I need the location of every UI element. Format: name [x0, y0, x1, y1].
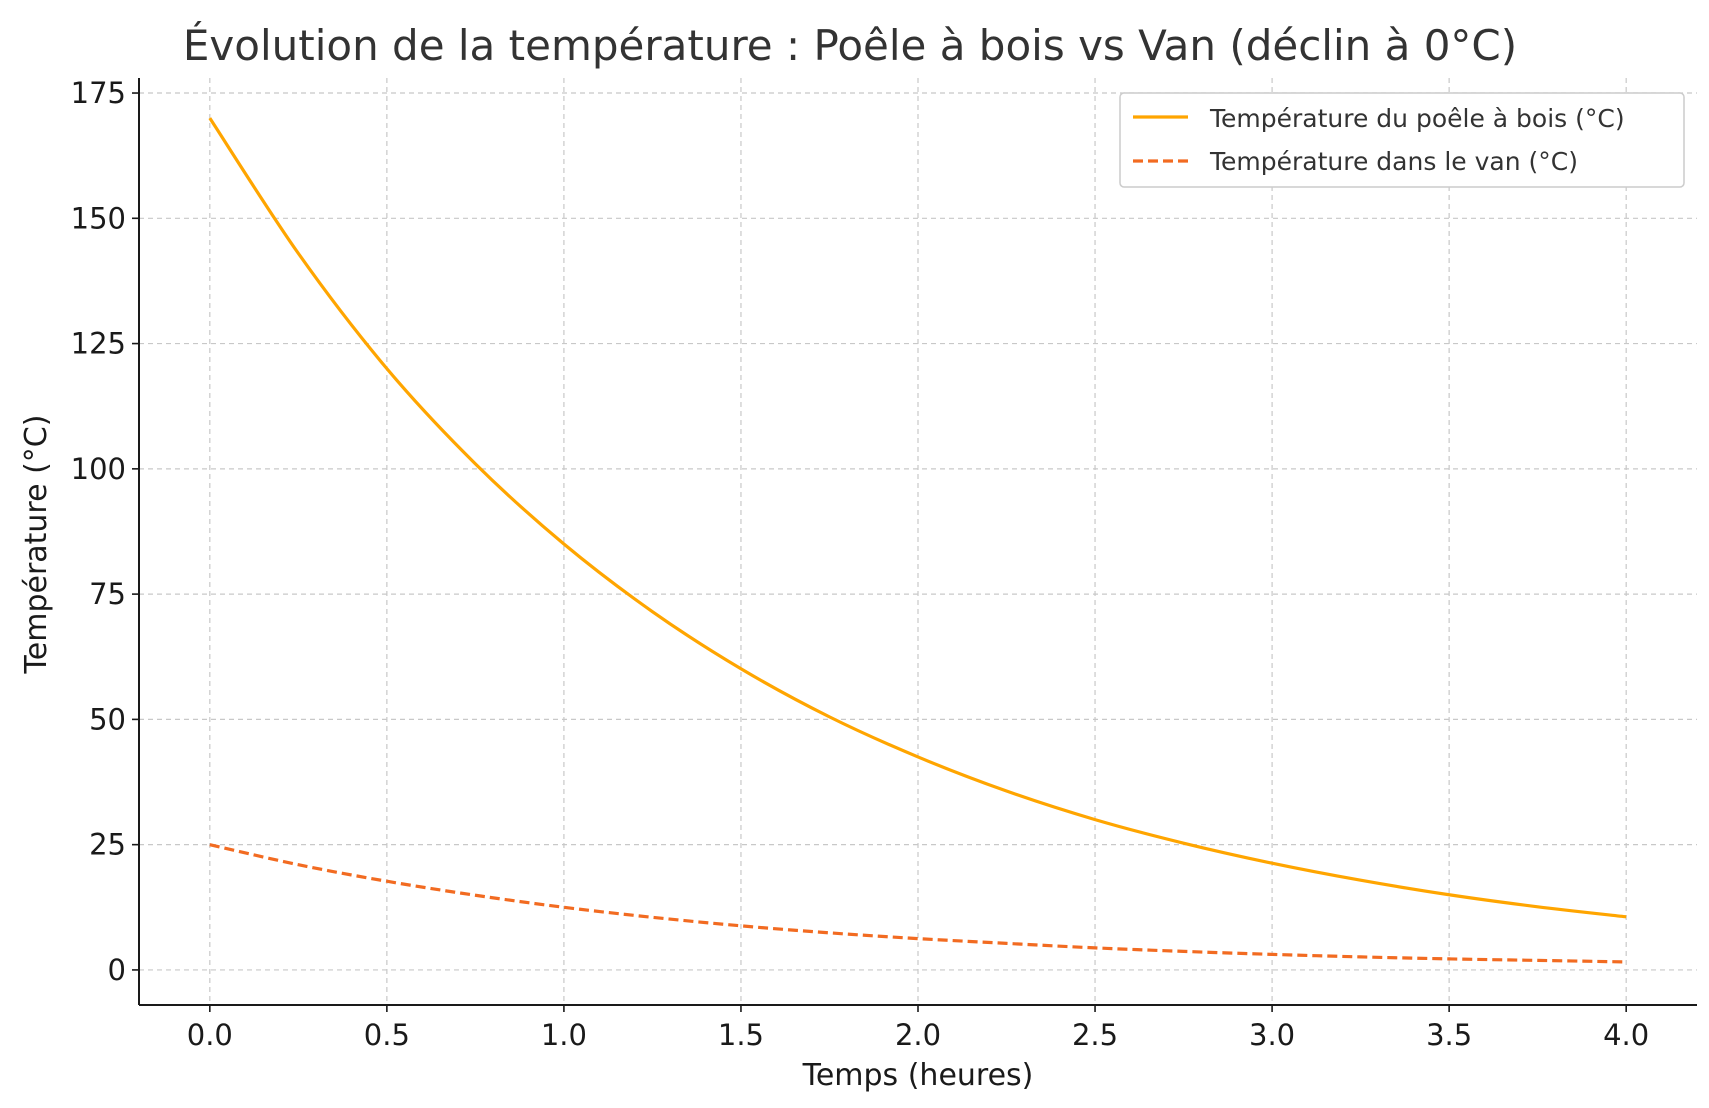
- legend-label-stove: Température du poêle à bois (°C): [1209, 104, 1625, 133]
- y-tick-label: 125: [71, 327, 126, 361]
- series-line-van: [209, 843, 1627, 964]
- series-line-stove: [208, 117, 1627, 919]
- x-axis-label: Temps (heures): [802, 1058, 1034, 1093]
- grid: [139, 78, 1697, 1005]
- legend: Température du poêle à bois (°C) Tempéra…: [1119, 92, 1685, 188]
- x-tick-label: 4.0: [1603, 1018, 1649, 1052]
- ticks: 0.0 0.5 1.0 1.5 2.0 2.5 3.0 3.5 4.0 0 25 50 75 100 125…: [71, 76, 1650, 1052]
- x-tick-label: 0.5: [364, 1018, 410, 1052]
- y-tick-label: 50: [89, 702, 126, 736]
- y-axis-label: Température (°C): [19, 415, 54, 675]
- y-tick-label: 0: [108, 953, 126, 987]
- legend-box: [1119, 92, 1685, 188]
- y-tick-label: 175: [71, 76, 126, 110]
- chart-title: Évolution de la température : Poêle à bo…: [183, 20, 1517, 70]
- x-tick-label: 0.0: [187, 1018, 233, 1052]
- y-tick-label: 150: [71, 201, 126, 235]
- x-tick-label: 3.5: [1426, 1018, 1472, 1052]
- series-lines: [208, 117, 1627, 964]
- x-tick-label: 2.0: [895, 1018, 941, 1052]
- y-tick-label: 25: [89, 828, 126, 862]
- x-tick-label: 3.0: [1249, 1018, 1295, 1052]
- legend-label-van: Température dans le van (°C): [1209, 147, 1578, 176]
- y-tick-label: 100: [71, 452, 126, 486]
- x-tick-label: 1.5: [718, 1018, 764, 1052]
- x-tick-label: 1.0: [541, 1018, 587, 1052]
- x-tick-label: 2.5: [1072, 1018, 1118, 1052]
- y-tick-label: 75: [89, 577, 126, 611]
